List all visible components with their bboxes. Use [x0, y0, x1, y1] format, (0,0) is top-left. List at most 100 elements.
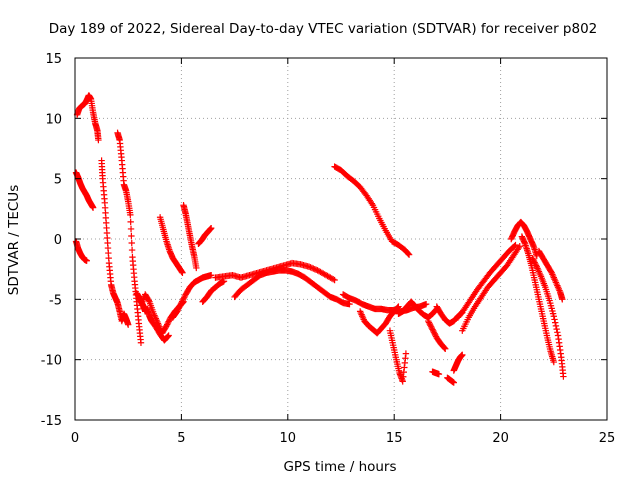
y-tick-label: 5 [54, 173, 62, 188]
data-point [550, 358, 557, 366]
data-point [435, 370, 443, 378]
data-point [450, 379, 457, 386]
data-point [532, 262, 540, 269]
data-point [193, 264, 200, 272]
data-point [531, 259, 538, 266]
data-point [425, 317, 432, 325]
data-point [428, 324, 435, 332]
data-point [441, 344, 448, 352]
x-tick-label: 0 [71, 431, 79, 446]
data-point [128, 239, 135, 247]
data-point [207, 272, 215, 279]
x-tick-label: 20 [492, 431, 509, 446]
data-point [127, 218, 134, 226]
data-point [427, 323, 435, 330]
y-tick-label: -5 [49, 293, 62, 308]
series-arc-b [72, 169, 97, 211]
data-point [307, 264, 314, 271]
chart-title: Day 189 of 2022, Sidereal Day-to-day VTE… [49, 21, 598, 37]
series-arc-p [339, 291, 430, 315]
series-arc-s [395, 298, 440, 321]
data-point [95, 136, 102, 144]
data-point [560, 373, 567, 380]
series-arc-w [429, 368, 443, 378]
series-arc-e [114, 129, 145, 346]
data-point [310, 265, 317, 272]
data-point [308, 264, 316, 272]
data-point [175, 305, 182, 312]
y-tick-label: 10 [45, 112, 62, 127]
data-point [430, 329, 438, 336]
data-point [402, 350, 410, 357]
data-point [128, 246, 136, 254]
data-point [83, 257, 90, 264]
y-axis: -15 -10 -5 0 5 10 15 [41, 52, 607, 429]
data-point [311, 265, 318, 273]
series-arc-ab [518, 233, 557, 366]
data-point [516, 243, 523, 250]
x-tick-label: 10 [280, 431, 297, 446]
x-tick-label: 25 [599, 431, 616, 446]
data-point [145, 297, 152, 304]
data-point [329, 276, 337, 283]
data-point [165, 318, 172, 325]
data-point [559, 296, 566, 303]
series-arc-c [72, 238, 90, 264]
series-arc-l [199, 278, 228, 305]
y-tick-label: -15 [41, 414, 62, 429]
data-point [166, 317, 173, 324]
x-axis-title: GPS time / hours [283, 459, 396, 475]
y-tick-label: -10 [41, 354, 62, 369]
series-arc-ad [535, 247, 566, 303]
y-tick-label: 15 [45, 52, 62, 67]
data-point [165, 332, 172, 339]
data-point [174, 306, 182, 314]
data-point [554, 329, 561, 336]
data-point [331, 276, 338, 284]
data-point [173, 308, 181, 315]
data-point [426, 320, 433, 328]
data-point [394, 304, 401, 311]
data-point [164, 319, 172, 327]
series-arc-d [98, 157, 132, 328]
data-point [459, 351, 466, 359]
data-point [547, 268, 555, 275]
data-point [127, 225, 135, 233]
data-point [128, 232, 135, 240]
series-arc-y [454, 241, 519, 321]
data-point [178, 298, 186, 305]
x-tick-label: 5 [177, 431, 185, 446]
data-point [312, 266, 320, 273]
data-point [425, 319, 433, 326]
data-point [422, 300, 430, 308]
y-axis-title: SDTVAR / TECUs [6, 185, 22, 295]
data-point [178, 299, 185, 307]
series-arc-j [180, 202, 200, 272]
data-point [125, 321, 132, 328]
data-point [553, 325, 560, 333]
data-point [164, 333, 172, 340]
data-point [207, 224, 215, 232]
series-arc-ac [529, 255, 567, 380]
series-arc-a [73, 92, 102, 144]
data-point [137, 339, 145, 346]
data-point [176, 302, 184, 309]
series-arc-i [169, 272, 215, 321]
data-point [552, 319, 559, 326]
data-point [163, 322, 170, 330]
data-point [552, 322, 560, 330]
series-arc-o [331, 163, 413, 258]
series-arc-x [444, 374, 457, 386]
data-point [179, 269, 186, 276]
data-point [429, 326, 436, 333]
data-point [442, 345, 449, 353]
data-points [72, 92, 567, 386]
series-arc-r [386, 327, 410, 385]
data-point [164, 321, 171, 328]
series-arc-q [356, 303, 402, 337]
data-point [305, 263, 313, 270]
data-point [181, 294, 188, 301]
data-point [89, 204, 97, 211]
x-axis: 0 5 10 15 20 25 [71, 58, 615, 446]
